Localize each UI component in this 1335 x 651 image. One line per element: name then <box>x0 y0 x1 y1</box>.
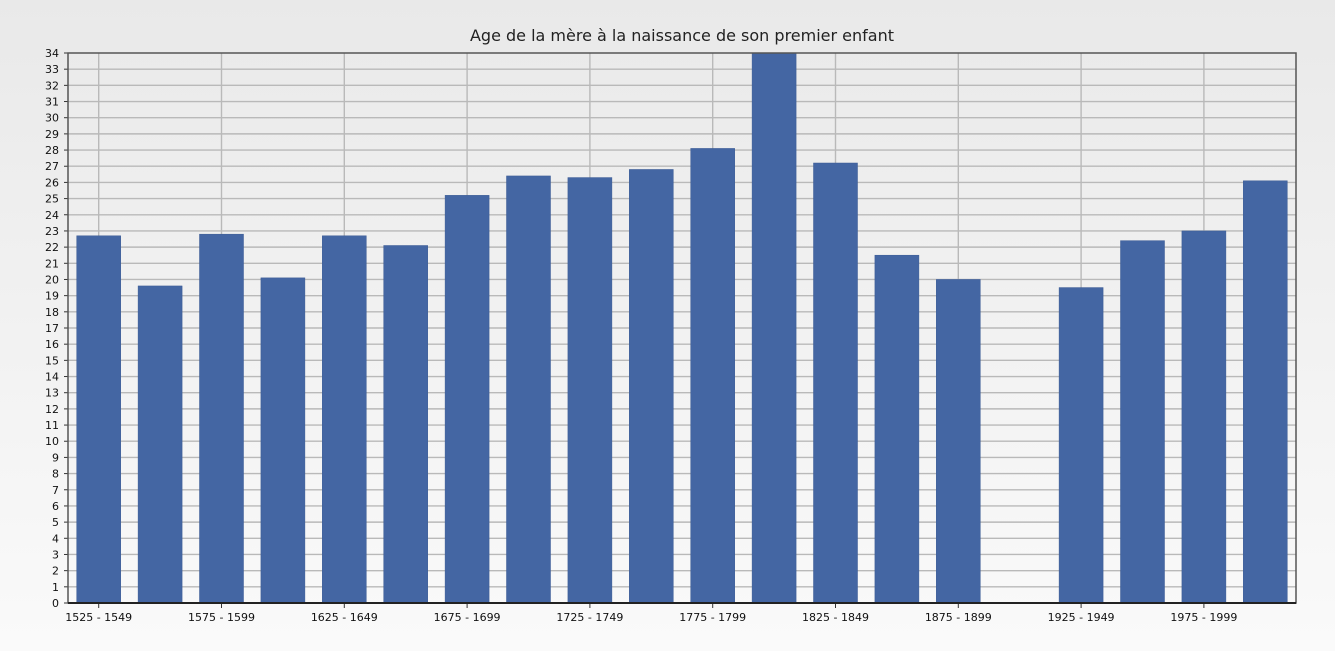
chart-title: Age de la mère à la naissance de son pre… <box>470 26 894 45</box>
x-tick-label: 1975 - 1999 <box>1170 611 1237 624</box>
y-tick-label: 7 <box>52 484 59 497</box>
y-tick-label: 31 <box>45 96 59 109</box>
y-tick-label: 19 <box>45 290 59 303</box>
bar-1775-1799 <box>690 148 735 604</box>
bar-1600-1624 <box>260 277 306 604</box>
bar-1650-1674 <box>383 245 428 604</box>
bar-1750-1774 <box>629 169 674 604</box>
x-tick-label: 1875 - 1899 <box>925 611 992 624</box>
bar-1850-1874 <box>874 254 920 604</box>
bar-1975-1999 <box>1181 230 1227 604</box>
x-tick-label: 1675 - 1699 <box>434 611 501 624</box>
y-tick-label: 14 <box>45 371 59 384</box>
y-tick-label: 18 <box>45 306 59 319</box>
x-tick-label: 1825 - 1849 <box>802 611 869 624</box>
y-tick-label: 29 <box>45 128 59 141</box>
bar-1625-1649 <box>322 235 367 604</box>
y-tick-label: 33 <box>45 63 59 76</box>
bar-1575-1599 <box>199 233 244 604</box>
bar-1875-1899 <box>936 279 981 604</box>
y-tick-label: 0 <box>52 597 59 610</box>
y-tick-label: 15 <box>45 354 59 367</box>
y-tick-label: 12 <box>45 403 59 416</box>
bar-1725-1749 <box>567 177 613 604</box>
y-tick-label: 1 <box>52 581 59 594</box>
y-tick-label: 17 <box>45 322 59 335</box>
bars <box>76 52 1288 604</box>
y-tick-label: 8 <box>52 468 59 481</box>
y-tick-label: 27 <box>45 160 59 173</box>
grid <box>68 53 1296 603</box>
x-tick-label: 1725 - 1749 <box>556 611 623 624</box>
y-tick-label: 13 <box>45 387 59 400</box>
y-tick-label: 32 <box>45 79 59 92</box>
bar-1700-1724 <box>506 175 551 604</box>
y-tick-label: 16 <box>45 338 59 351</box>
y-tick-label: 24 <box>45 209 59 222</box>
x-tick-label: 1525 - 1549 <box>65 611 132 624</box>
y-tick-label: 5 <box>52 516 59 529</box>
y-tick-label: 30 <box>45 112 59 125</box>
bar-1550-1574 <box>137 285 183 604</box>
y-tick-label: 6 <box>52 500 59 513</box>
y-tick-label: 23 <box>45 225 59 238</box>
bar-1525-1549 <box>76 235 121 604</box>
bar-1825-1849 <box>813 162 858 604</box>
y-tick-label: 21 <box>45 257 59 270</box>
bar-1800-1824 <box>751 52 797 604</box>
x-tick-label: 1575 - 1599 <box>188 611 255 624</box>
x-tick-label: 1925 - 1949 <box>1048 611 1115 624</box>
y-tick-label: 11 <box>45 419 59 432</box>
bar-2000-2024 <box>1243 180 1288 604</box>
bar-1675-1699 <box>444 195 490 604</box>
y-tick-label: 2 <box>52 565 59 578</box>
bar-1950-1974 <box>1120 240 1165 604</box>
y-tick-label: 34 <box>45 47 59 60</box>
x-tick-label: 1775 - 1799 <box>679 611 746 624</box>
y-tick-label: 4 <box>52 532 59 545</box>
x-tick-label: 1625 - 1649 <box>311 611 378 624</box>
axes: 0123456789101112131415161718192021222324… <box>45 47 1297 624</box>
y-tick-label: 3 <box>52 548 59 561</box>
y-tick-label: 10 <box>45 435 59 448</box>
y-tick-label: 9 <box>52 451 59 464</box>
y-tick-label: 20 <box>45 273 59 286</box>
y-tick-label: 28 <box>45 144 59 157</box>
y-tick-label: 25 <box>45 193 59 206</box>
y-tick-label: 26 <box>45 176 59 189</box>
bar-1925-1949 <box>1058 287 1104 604</box>
y-tick-label: 22 <box>45 241 59 254</box>
